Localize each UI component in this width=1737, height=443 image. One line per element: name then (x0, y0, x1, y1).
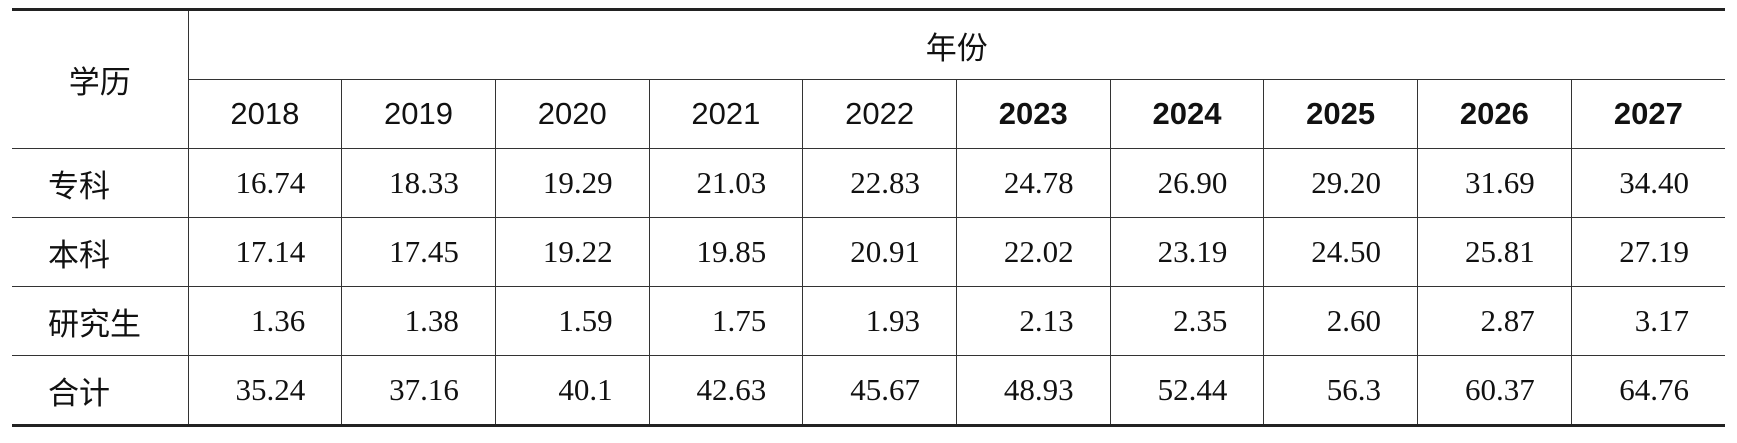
year-header: 2023 (955, 79, 1111, 149)
cell: 27.19 (1570, 217, 1725, 287)
cell: 48.93 (955, 355, 1111, 426)
row-label: 研究生 (12, 286, 189, 356)
cell: 22.02 (955, 217, 1111, 287)
cell: 1.75 (648, 286, 804, 356)
cell: 31.69 (1417, 148, 1572, 218)
cell: 60.37 (1417, 355, 1572, 426)
cell: 17.14 (187, 217, 343, 287)
cell: 2.60 (1263, 286, 1418, 356)
table-row: 专科 16.74 18.33 19.29 21.03 22.83 24.78 26.90 29.… (12, 148, 1725, 218)
cell: 22.83 (802, 148, 957, 218)
cell: 17.45 (341, 217, 496, 287)
cell: 19.29 (494, 148, 650, 218)
cell: 42.63 (648, 355, 804, 426)
cell: 1.36 (187, 286, 343, 356)
cell: 3.17 (1570, 286, 1725, 356)
cell: 26.90 (1109, 148, 1265, 218)
row-header: 学历 (12, 9, 189, 149)
cell: 64.76 (1570, 355, 1725, 426)
cell: 29.20 (1263, 148, 1418, 218)
year-header: 2024 (1109, 79, 1265, 149)
cell: 19.85 (648, 217, 804, 287)
cell: 18.33 (341, 148, 496, 218)
row-label: 专科 (12, 148, 189, 218)
year-header: 2018 (188, 79, 343, 149)
cell: 2.87 (1417, 286, 1572, 356)
table-row: 研究生 1.36 1.38 1.59 1.75 1.93 2.13 2.35 2.60 2.87 3… (12, 286, 1725, 356)
cell: 56.3 (1263, 355, 1418, 426)
cell: 37.16 (341, 355, 496, 426)
row-label: 本科 (12, 217, 189, 287)
data-table: 学历 年份 2018 2019 2020 2021 2022 2023 2024 2025 20… (12, 8, 1725, 427)
row-label: 合计 (12, 355, 189, 426)
cell: 25.81 (1417, 217, 1572, 287)
cell: 23.19 (1109, 217, 1265, 287)
cell: 52.44 (1109, 355, 1265, 426)
cell: 35.24 (187, 355, 343, 426)
cell: 45.67 (802, 355, 957, 426)
year-header: 2027 (1570, 79, 1725, 149)
cell: 21.03 (648, 148, 804, 218)
cell: 24.78 (955, 148, 1111, 218)
cell: 20.91 (802, 217, 957, 287)
cell: 1.93 (802, 286, 957, 356)
cell: 40.1 (494, 355, 650, 426)
year-header: 2021 (648, 79, 804, 149)
cell: 1.38 (341, 286, 496, 356)
cell: 19.22 (494, 217, 650, 287)
cell: 2.35 (1109, 286, 1265, 356)
cell: 24.50 (1263, 217, 1418, 287)
year-header: 2020 (494, 79, 650, 149)
year-header: 2025 (1263, 79, 1418, 149)
year-header: 2026 (1417, 79, 1572, 149)
cell: 1.59 (494, 286, 650, 356)
cell: 16.74 (187, 148, 343, 218)
year-header: 2022 (802, 79, 957, 149)
year-header: 2019 (341, 79, 496, 149)
cell: 34.40 (1570, 148, 1725, 218)
cell: 2.13 (955, 286, 1111, 356)
table-row: 本科 17.14 17.45 19.22 19.85 20.91 22.02 23.19 24.… (12, 217, 1725, 287)
table-row: 合计 35.24 37.16 40.1 42.63 45.67 48.93 52.44 56.3… (12, 355, 1725, 426)
group-header: 年份 (187, 9, 1725, 80)
